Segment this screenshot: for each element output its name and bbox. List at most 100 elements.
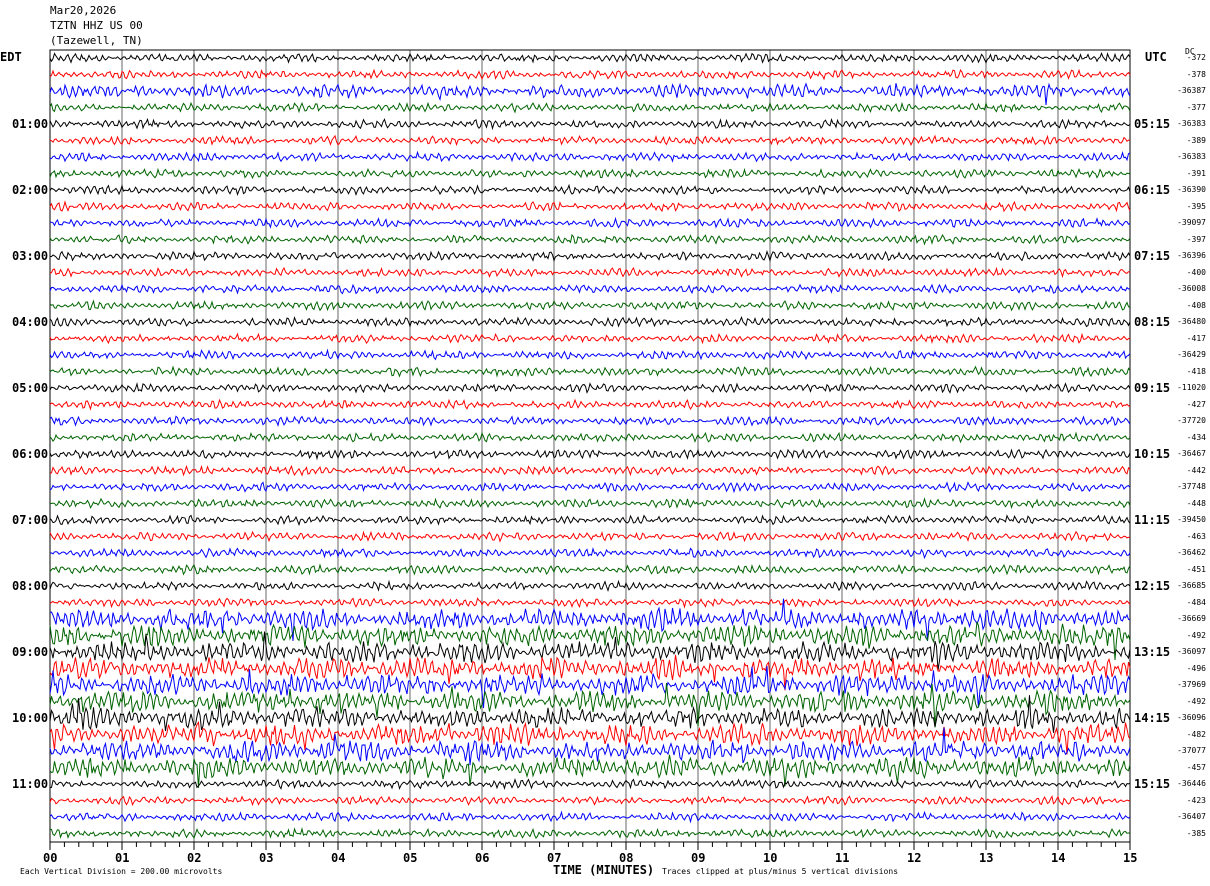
x-tick-label: 04 — [331, 851, 345, 865]
x-tick-label: 12 — [907, 851, 921, 865]
trace-line — [50, 466, 1130, 475]
dc-offset-label: -391 — [1176, 169, 1206, 178]
dc-offset-label: -36407 — [1176, 812, 1206, 821]
dc-offset-label: -37969 — [1176, 680, 1206, 689]
x-tick-label: 02 — [187, 851, 201, 865]
left-hour-label: 05:00 — [12, 381, 48, 395]
dc-offset-label: -492 — [1176, 631, 1206, 640]
trace-line — [50, 70, 1130, 79]
dc-offset-label: -36685 — [1176, 581, 1206, 590]
trace-line — [50, 53, 1130, 62]
trace-line — [50, 219, 1130, 228]
trace-line — [50, 152, 1130, 161]
trace-line — [50, 516, 1130, 525]
trace-line — [50, 796, 1130, 804]
right-hour-label: 11:15 — [1134, 513, 1170, 527]
left-hour-label: 08:00 — [12, 579, 48, 593]
dc-offset-label: -492 — [1176, 697, 1206, 706]
right-hour-label: 09:15 — [1134, 381, 1170, 395]
trace-line — [50, 136, 1130, 145]
dc-offset-label: -451 — [1176, 565, 1206, 574]
dc-offset-label: -36387 — [1176, 86, 1206, 95]
x-tick-label: 05 — [403, 851, 417, 865]
trace-line — [50, 599, 1130, 641]
dc-offset-label: -36383 — [1176, 119, 1206, 128]
dc-offset-label: -482 — [1176, 730, 1206, 739]
dc-offset-label: -36467 — [1176, 449, 1206, 458]
dc-offset-label: -37748 — [1176, 482, 1206, 491]
x-tick-label: 10 — [763, 851, 777, 865]
right-hour-label: 13:15 — [1134, 645, 1170, 659]
dc-offset-label: -434 — [1176, 433, 1206, 442]
x-tick-label: 00 — [43, 851, 57, 865]
trace-line — [50, 532, 1130, 541]
trace-line — [50, 235, 1130, 244]
trace-line — [50, 400, 1130, 409]
trace-line — [50, 683, 1130, 727]
trace-line — [50, 185, 1130, 194]
dc-offset-label: -36008 — [1176, 284, 1206, 293]
trace-line — [50, 565, 1130, 574]
trace-line — [50, 202, 1130, 211]
x-tick-label: 14 — [1051, 851, 1065, 865]
dc-offset-label: -427 — [1176, 400, 1206, 409]
left-hour-label: 10:00 — [12, 711, 48, 725]
trace-line — [50, 482, 1130, 491]
trace-line — [50, 812, 1130, 821]
left-hour-label: 01:00 — [12, 117, 48, 131]
x-tick-label: 01 — [115, 851, 129, 865]
right-hour-label: 05:15 — [1134, 117, 1170, 131]
trace-line — [50, 103, 1130, 112]
dc-offset-label: -418 — [1176, 367, 1206, 376]
dc-offset-label: -496 — [1176, 664, 1206, 673]
dc-offset-label: -484 — [1176, 598, 1206, 607]
dc-offset-label: -423 — [1176, 796, 1206, 805]
dc-offset-label: -36396 — [1176, 251, 1206, 260]
left-hour-label: 02:00 — [12, 183, 48, 197]
trace-line — [50, 499, 1130, 508]
trace-line — [50, 268, 1130, 277]
left-hour-label: 03:00 — [12, 249, 48, 263]
right-hour-label: 08:15 — [1134, 315, 1170, 329]
right-hour-label: 07:15 — [1134, 249, 1170, 263]
dc-offset-label: -36390 — [1176, 185, 1206, 194]
trace-line — [50, 722, 1130, 754]
trace-line — [50, 169, 1130, 178]
x-tick-label: 06 — [475, 851, 489, 865]
trace-line — [50, 548, 1130, 557]
dc-offset-label: -11020 — [1176, 383, 1206, 392]
dc-offset-label: -417 — [1176, 334, 1206, 343]
dc-offset-label: -400 — [1176, 268, 1206, 277]
dc-offset-label: -39097 — [1176, 218, 1206, 227]
dc-offset-label: -378 — [1176, 70, 1206, 79]
trace-line — [50, 433, 1130, 442]
trace-line — [50, 416, 1130, 425]
dc-offset-label: -36446 — [1176, 779, 1206, 788]
left-hour-label: 09:00 — [12, 645, 48, 659]
dc-offset-label: -372 — [1176, 53, 1206, 62]
dc-offset-label: -377 — [1176, 103, 1206, 112]
dc-offset-label: -37720 — [1176, 416, 1206, 425]
right-hour-label: 15:15 — [1134, 777, 1170, 791]
left-hour-label: 04:00 — [12, 315, 48, 329]
dc-offset-label: -36462 — [1176, 548, 1206, 557]
dc-offset-label: -36097 — [1176, 647, 1206, 656]
dc-offset-label: -36383 — [1176, 152, 1206, 161]
x-tick-label: 09 — [691, 851, 705, 865]
trace-line — [50, 317, 1130, 326]
left-hour-label: 07:00 — [12, 513, 48, 527]
dc-offset-label: -463 — [1176, 532, 1206, 541]
trace-line — [50, 582, 1130, 591]
dc-offset-label: -385 — [1176, 829, 1206, 838]
trace-line — [50, 367, 1130, 376]
trace-line — [50, 829, 1130, 838]
dc-offset-label: -442 — [1176, 466, 1206, 475]
trace-line — [50, 384, 1130, 393]
dc-offset-label: -408 — [1176, 301, 1206, 310]
trace-line — [50, 450, 1130, 459]
scale-note: Each Vertical Division = 200.00 microvol… — [20, 867, 222, 876]
trace-line — [50, 83, 1130, 105]
right-hour-label: 10:15 — [1134, 447, 1170, 461]
dc-offset-label: -39450 — [1176, 515, 1206, 524]
dc-offset-label: -36669 — [1176, 614, 1206, 623]
